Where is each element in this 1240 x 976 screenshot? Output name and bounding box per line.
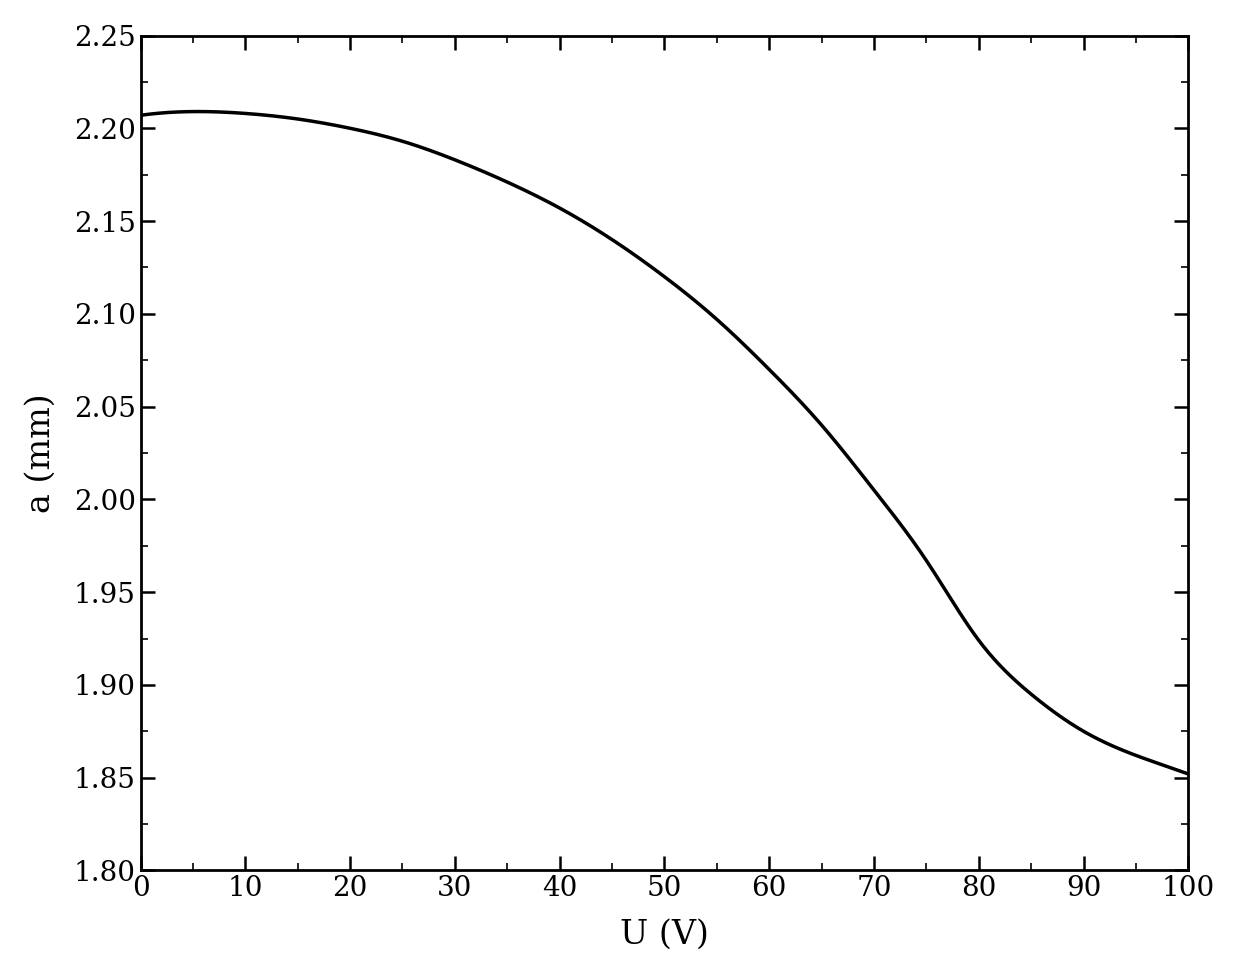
X-axis label: U (V): U (V) (620, 919, 709, 951)
Y-axis label: a (mm): a (mm) (25, 393, 57, 512)
